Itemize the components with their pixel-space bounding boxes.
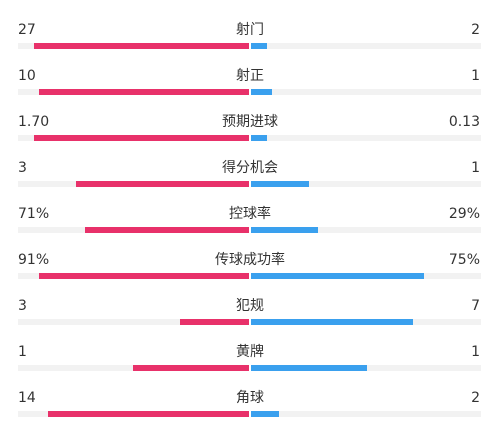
stat-row: 71% 控球率 29% — [0, 204, 500, 250]
away-bar-track — [251, 89, 481, 95]
home-value: 27 — [18, 22, 36, 38]
away-bar — [251, 43, 267, 49]
away-bar-track — [251, 135, 481, 141]
home-bar-track — [18, 273, 249, 279]
home-value: 3 — [18, 298, 27, 314]
stat-label: 黄牌 — [236, 344, 264, 360]
home-bar — [85, 227, 249, 233]
stat-label: 传球成功率 — [215, 252, 285, 268]
stat-row: 27 射门 2 — [0, 20, 500, 66]
away-bar-track — [251, 319, 481, 325]
away-bar-track — [251, 43, 481, 49]
away-bar-track — [251, 365, 481, 371]
stat-row: 1.70 预期进球 0.13 — [0, 112, 500, 158]
home-bar — [34, 135, 249, 141]
away-bar-track — [251, 227, 481, 233]
home-value: 10 — [18, 68, 36, 84]
home-bar — [39, 89, 249, 95]
away-value: 7 — [471, 298, 480, 314]
away-value: 75% — [448, 252, 480, 268]
away-bar — [251, 181, 309, 187]
home-value: 14 — [18, 390, 36, 406]
stat-row: 3 得分机会 1 — [0, 158, 500, 204]
home-bar-track — [18, 181, 249, 187]
home-bar — [34, 43, 249, 49]
stat-row: 91% 传球成功率 75% — [0, 250, 500, 296]
away-bar-track — [251, 273, 481, 279]
stat-label: 射门 — [236, 22, 264, 38]
stat-label: 角球 — [236, 390, 264, 406]
stat-label: 预期进球 — [222, 114, 278, 130]
stat-label: 犯规 — [236, 298, 264, 314]
home-bar — [48, 411, 249, 417]
stat-label: 控球率 — [229, 206, 271, 222]
home-bar — [180, 319, 249, 325]
home-bar-track — [18, 89, 249, 95]
home-bar — [76, 181, 249, 187]
home-bar-track — [18, 365, 249, 371]
home-bar-track — [18, 319, 249, 325]
away-bar-track — [251, 181, 481, 187]
away-value: 1 — [471, 68, 480, 84]
away-value: 29% — [448, 206, 480, 222]
home-bar-track — [18, 135, 249, 141]
away-value: 2 — [471, 390, 480, 406]
away-bar — [251, 273, 424, 279]
away-value: 0.13 — [448, 114, 480, 130]
stat-row: 14 角球 2 — [0, 388, 500, 434]
home-value: 3 — [18, 160, 27, 176]
home-bar — [133, 365, 249, 371]
away-bar-track — [251, 411, 481, 417]
away-bar — [251, 89, 272, 95]
stat-label: 射正 — [236, 68, 264, 84]
stat-row: 10 射正 1 — [0, 66, 500, 112]
home-bar-track — [18, 43, 249, 49]
home-value: 91% — [18, 252, 50, 268]
home-bar-track — [18, 411, 249, 417]
away-value: 1 — [471, 344, 480, 360]
away-bar — [251, 365, 367, 371]
away-bar — [251, 319, 413, 325]
away-value: 1 — [471, 160, 480, 176]
home-bar — [39, 273, 249, 279]
away-bar — [251, 135, 267, 141]
home-value: 1.70 — [18, 114, 50, 130]
home-bar-track — [18, 227, 249, 233]
away-bar — [251, 227, 318, 233]
away-bar — [251, 411, 279, 417]
home-value: 1 — [18, 344, 27, 360]
home-value: 71% — [18, 206, 50, 222]
away-value: 2 — [471, 22, 480, 38]
stat-row: 1 黄牌 1 — [0, 342, 500, 388]
stat-row: 3 犯规 7 — [0, 296, 500, 342]
stat-label: 得分机会 — [222, 160, 278, 176]
